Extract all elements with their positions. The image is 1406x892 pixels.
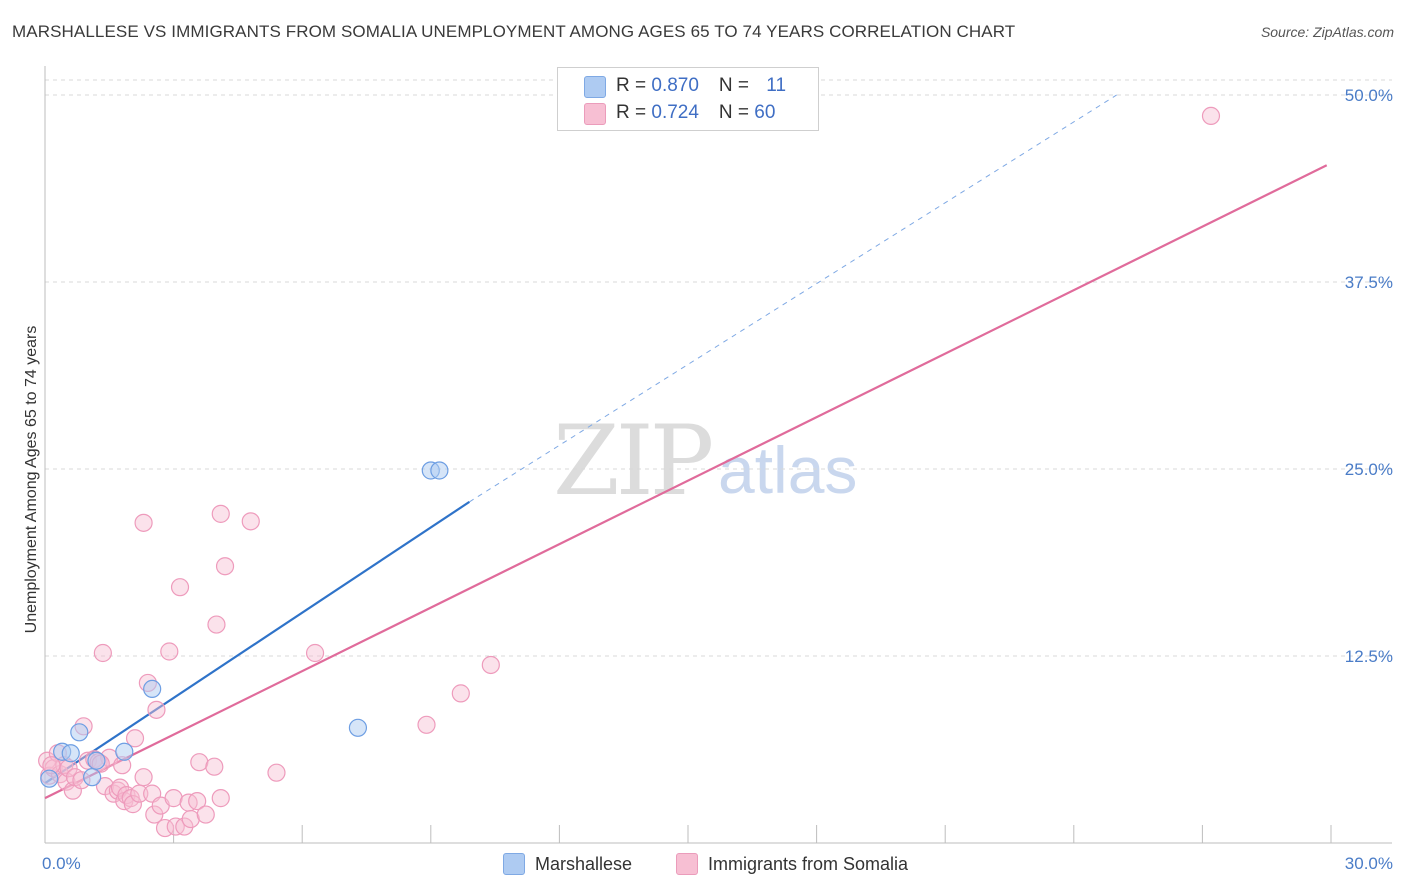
y-tick-label: 37.5%	[1345, 273, 1393, 292]
source-label: Source: ZipAtlas.com	[1260, 24, 1394, 40]
legend-r-label: R =	[616, 75, 652, 96]
point-somalia	[175, 817, 194, 836]
point-marshallese	[40, 769, 59, 788]
point-somalia	[196, 805, 215, 824]
x-tick-label: 0.0%	[42, 854, 81, 873]
point-somalia	[164, 789, 183, 808]
point-marshallese	[70, 723, 89, 742]
point-marshallese	[348, 718, 368, 737]
legend-n-value: 11	[766, 75, 787, 96]
watermark-atlas: atlas	[718, 433, 858, 507]
point-somalia	[207, 615, 226, 634]
point-marshallese	[61, 744, 80, 763]
trend-line-somalia	[44, 164, 1328, 800]
point-somalia	[451, 684, 470, 703]
point-somalia	[305, 643, 325, 663]
point-marshallese	[83, 768, 102, 787]
point-somalia	[93, 643, 112, 663]
legend-r-value: 0.870	[651, 75, 699, 96]
point-somalia	[123, 795, 142, 814]
bottom-legend-swatch-marshallese	[503, 853, 525, 875]
legend: R = 0.870 N = 11 R = 0.724 N = 60	[557, 67, 819, 131]
point-somalia	[417, 715, 436, 734]
bottom-legend-swatch-somalia	[676, 853, 698, 875]
point-somalia	[57, 772, 76, 791]
point-somalia	[215, 557, 235, 576]
legend-r-label: R =	[616, 102, 652, 123]
point-somalia	[205, 757, 224, 776]
data-points	[38, 106, 1221, 838]
trend-line-marshallese	[44, 500, 470, 785]
bottom-legend-somalia: Immigrants from Somalia	[676, 852, 908, 876]
legend-n-label: N =	[718, 75, 755, 96]
point-somalia	[481, 655, 500, 675]
bottom-legend-label-marshallese: Marshallese	[535, 853, 633, 874]
point-somalia	[125, 729, 145, 748]
y-tick-label: 25.0%	[1345, 460, 1393, 479]
tick-labels: 12.5% 25.0% 37.5% 50.0% 0.0% 30.0% Unemploymen…	[23, 86, 1393, 873]
point-somalia	[160, 642, 179, 661]
trend-lines	[44, 94, 1328, 800]
point-somalia	[267, 763, 286, 782]
y-tick-label: 12.5%	[1345, 647, 1393, 666]
point-somalia	[145, 805, 164, 824]
point-somalia	[134, 768, 153, 787]
point-somalia	[170, 578, 190, 597]
legend-r-value: 0.724	[651, 102, 699, 123]
point-somalia	[188, 792, 207, 811]
y-tick-label: 50.0%	[1345, 86, 1393, 105]
point-marshallese	[430, 461, 449, 480]
point-marshallese	[115, 742, 134, 761]
point-somalia	[211, 504, 230, 523]
point-somalia	[134, 513, 153, 532]
bottom-legend-marshallese: Marshallese	[503, 852, 632, 876]
y-axis-label: Unemployment Among Ages 65 to 74 years	[23, 326, 40, 634]
legend-swatch-marshallese	[584, 76, 606, 98]
watermark-zip: ZIP	[553, 405, 714, 517]
point-somalia	[211, 789, 230, 808]
point-marshallese	[87, 751, 106, 770]
point-somalia	[241, 512, 260, 531]
axes	[44, 66, 1392, 844]
bottom-legend-label-somalia: Immigrants from Somalia	[708, 853, 909, 874]
grid-lines	[45, 79, 1392, 657]
point-somalia	[181, 809, 200, 829]
chart-title: MARSHALLESE VS IMMIGRANTS FROM SOMALIA U…	[12, 22, 1016, 41]
x-tick-label: 30.0%	[1345, 854, 1393, 873]
legend-n-label: N =	[718, 102, 755, 123]
legend-swatch-somalia	[584, 103, 606, 125]
trend-line-marshallese-extension	[469, 94, 1117, 503]
point-somalia	[147, 700, 166, 719]
point-somalia	[1201, 106, 1221, 126]
point-marshallese	[143, 679, 162, 699]
legend-n-value: 60	[754, 102, 776, 123]
point-somalia	[190, 753, 209, 772]
